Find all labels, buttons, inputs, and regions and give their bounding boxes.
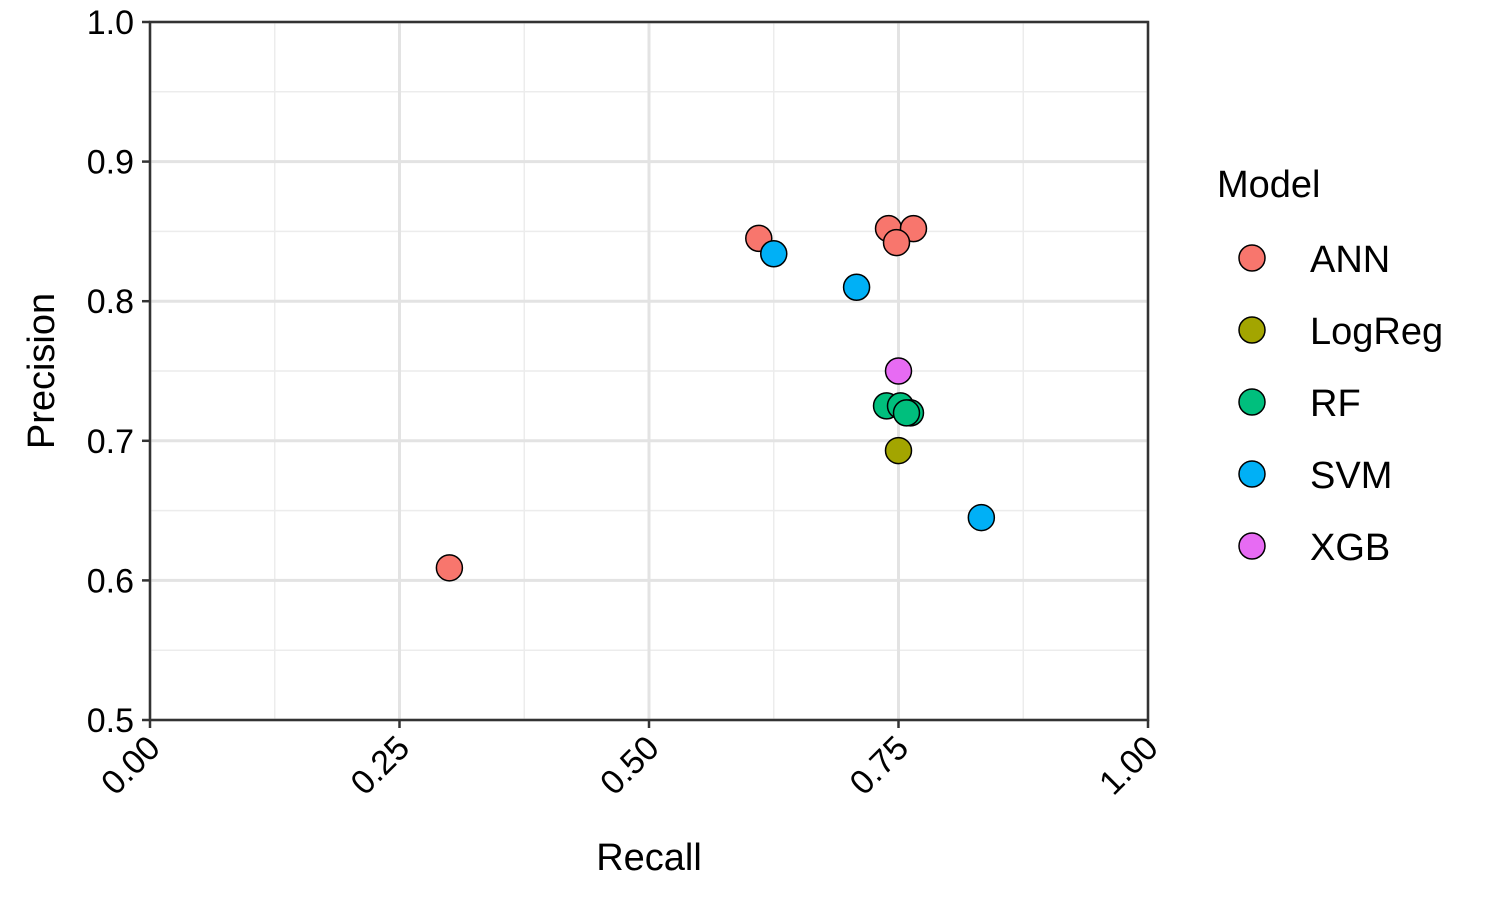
legend-title: Model bbox=[1217, 164, 1321, 206]
y-tick-label: 0.8 bbox=[87, 283, 134, 321]
x-tick-label: 0.75 bbox=[842, 729, 916, 803]
points bbox=[435, 214, 996, 582]
legend-key-rf bbox=[1238, 388, 1266, 416]
x-tick-label: 1.00 bbox=[1092, 729, 1166, 803]
legend-label-ann: ANN bbox=[1310, 239, 1390, 281]
legend-key-logreg bbox=[1238, 316, 1266, 344]
y-tick-label: 1.0 bbox=[87, 4, 134, 42]
legend-label-rf: RF bbox=[1310, 383, 1361, 425]
legend-label-xgb: XGB bbox=[1310, 527, 1390, 569]
point-ann bbox=[435, 554, 464, 582]
point-svm bbox=[967, 503, 996, 532]
legend: Model ANN LogReg RF SVM XGB bbox=[1217, 164, 1443, 569]
legend-key-ann bbox=[1238, 244, 1266, 272]
point-svm bbox=[842, 273, 871, 301]
x-tick-label: 0.25 bbox=[343, 729, 417, 803]
point-logreg bbox=[884, 436, 913, 465]
y-axis-title: Precision bbox=[21, 293, 63, 449]
x-tick-label: 0.50 bbox=[593, 729, 667, 803]
x-axis-title: Recall bbox=[596, 837, 702, 879]
grid bbox=[148, 20, 1150, 722]
point-ann bbox=[882, 228, 911, 257]
y-tick-label: 0.7 bbox=[87, 423, 134, 461]
legend-label-logreg: LogReg bbox=[1310, 311, 1443, 353]
legend-key-xgb bbox=[1238, 532, 1266, 560]
legend-key-svm bbox=[1238, 460, 1266, 488]
point-rf bbox=[892, 399, 921, 427]
y-tick-label: 0.6 bbox=[87, 562, 134, 600]
y-tick-label: 0.5 bbox=[87, 702, 134, 740]
point-xgb bbox=[884, 357, 913, 385]
point-svm bbox=[760, 239, 788, 268]
y-tick-label: 0.9 bbox=[87, 144, 134, 182]
legend-label-svm: SVM bbox=[1310, 455, 1392, 497]
axes: 0.50.60.70.80.91.00.00 0.25 0.50 0.75 1.00 bbox=[87, 4, 1166, 802]
